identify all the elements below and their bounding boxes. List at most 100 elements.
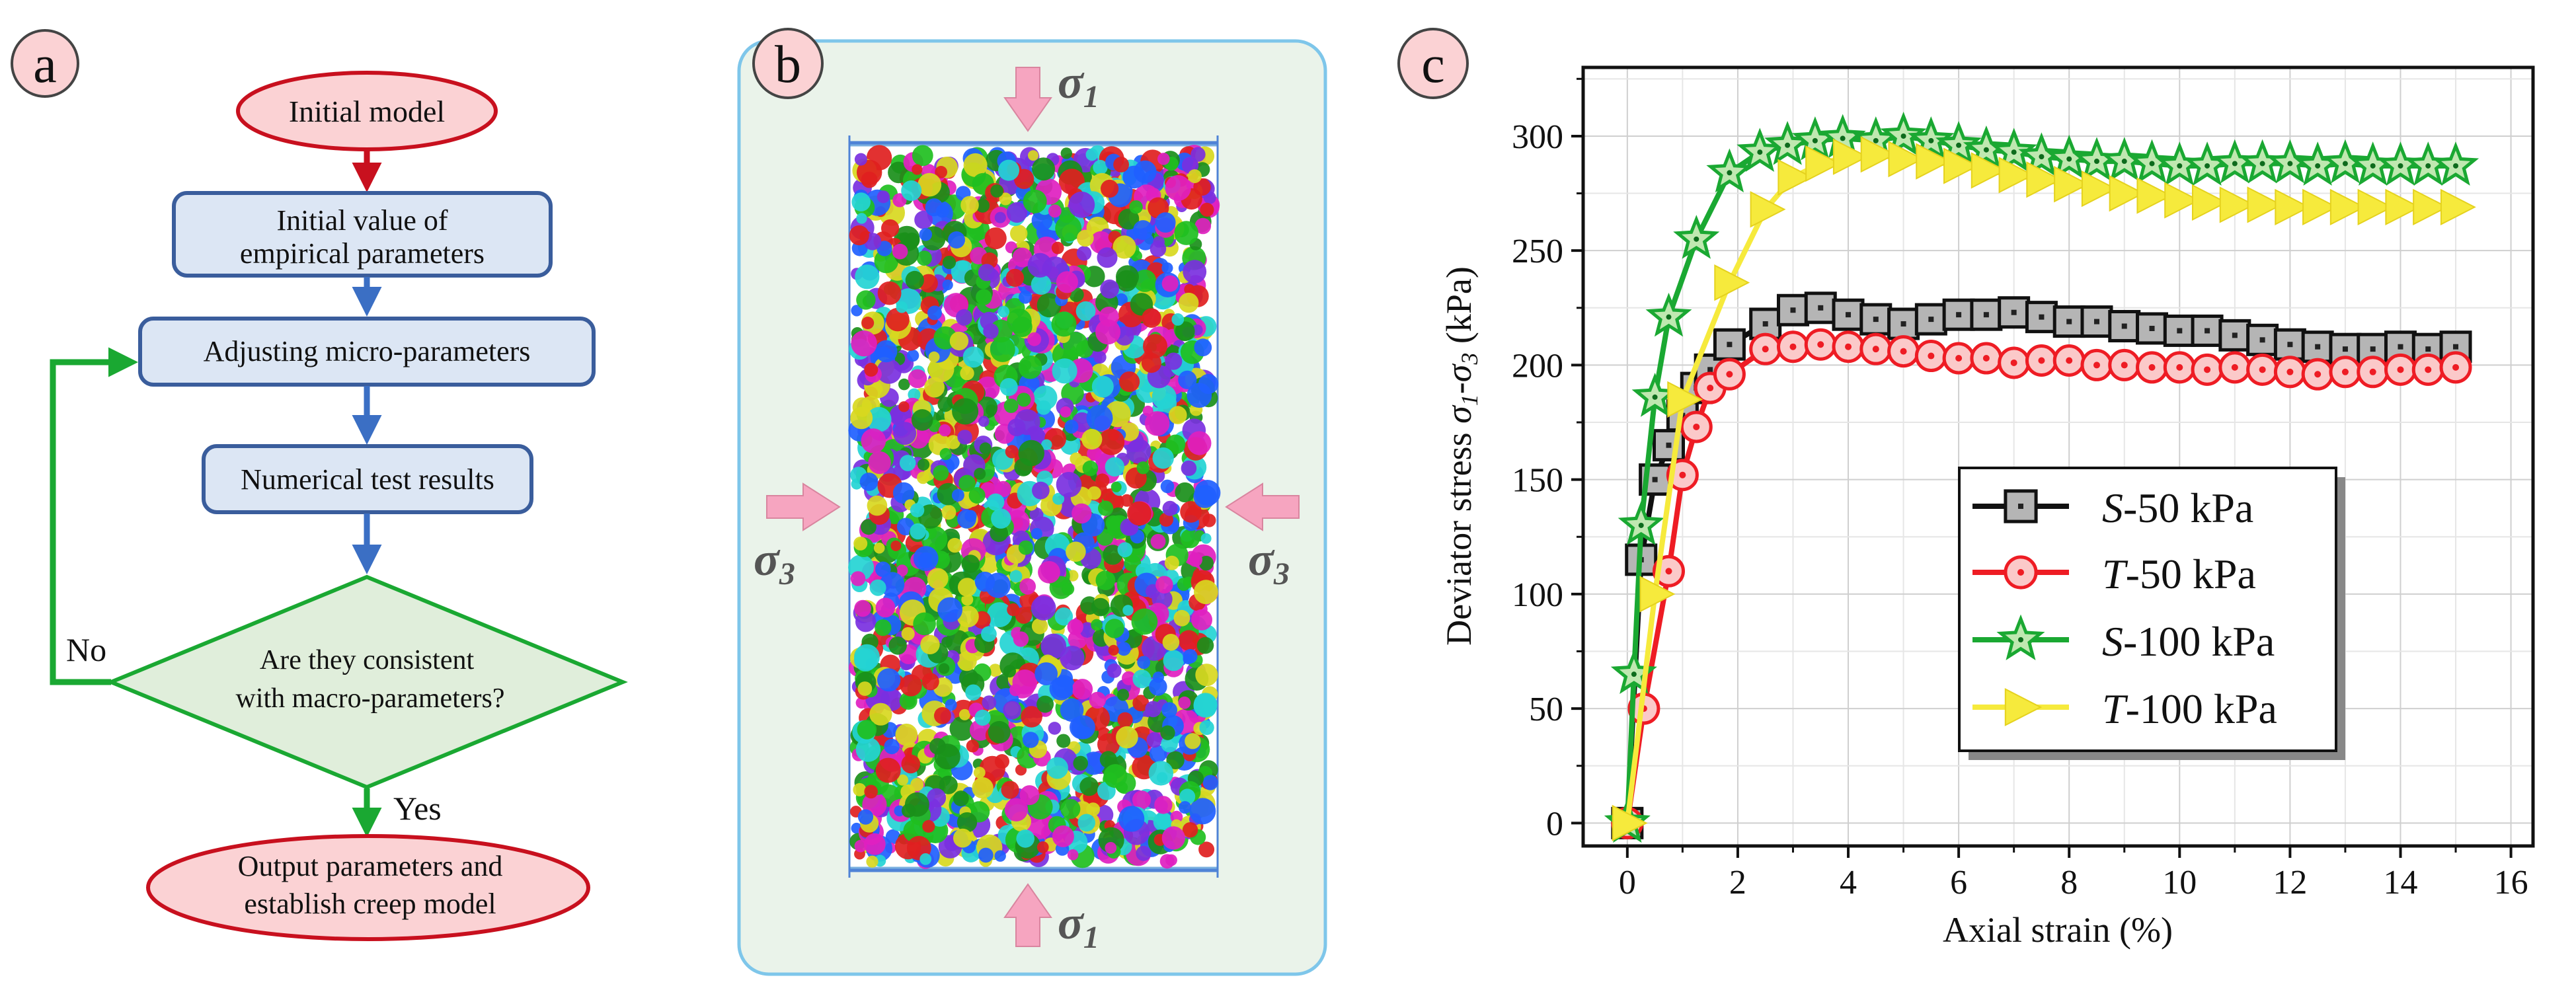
particle	[1117, 712, 1133, 728]
particle	[1194, 217, 1212, 235]
particle	[1169, 406, 1187, 424]
series-2	[1604, 112, 2479, 843]
particle	[908, 388, 921, 401]
marker-square-dot	[2177, 328, 2183, 334]
particle	[928, 351, 940, 363]
particle	[1097, 247, 1118, 268]
particle	[893, 422, 917, 445]
particle	[857, 159, 882, 186]
marker-triangle	[2440, 188, 2476, 225]
particle	[854, 644, 880, 670]
particle	[973, 767, 986, 779]
marker-triangle	[2081, 170, 2117, 208]
particle	[1023, 189, 1047, 213]
particle	[1126, 439, 1151, 464]
particle	[1141, 353, 1161, 373]
particle	[963, 153, 988, 177]
marker-circle-dot	[1845, 343, 1852, 350]
marker-circle-dot	[2397, 366, 2404, 373]
marker-circle-dot	[1900, 348, 1907, 355]
particle	[899, 455, 916, 471]
particle	[1040, 633, 1067, 660]
particle	[1113, 157, 1129, 172]
particle	[1009, 683, 1022, 697]
particle	[1179, 292, 1199, 313]
marker-circle-dot	[2204, 366, 2211, 373]
marker-circle-dot	[2341, 368, 2349, 375]
marker-square-dot	[1983, 312, 1989, 318]
marker-triangle	[1639, 576, 1676, 613]
particle	[1031, 274, 1052, 295]
particle	[988, 664, 1002, 677]
particle	[1116, 726, 1138, 749]
particle	[908, 369, 927, 389]
particle	[1068, 191, 1095, 218]
particle	[1166, 751, 1185, 770]
marker-circle-dot	[2093, 362, 2100, 369]
sigma1-top-arrow	[1003, 67, 1052, 132]
particle	[1077, 229, 1094, 247]
marker-square-dot	[2287, 342, 2293, 348]
marker-triangle	[2136, 177, 2173, 214]
particle	[873, 543, 885, 554]
particle	[849, 225, 869, 246]
marker-circle-dot	[2425, 366, 2432, 373]
particle	[1122, 605, 1134, 616]
marker-star-dot	[2121, 159, 2127, 165]
particle	[1195, 664, 1218, 687]
particle	[1027, 812, 1053, 839]
marker-circle-dot	[2066, 357, 2073, 364]
marker-star-dot	[2066, 156, 2072, 162]
sigma3-left-label: σ3	[754, 533, 795, 592]
particle	[990, 336, 1015, 362]
marker-triangle	[1612, 804, 1648, 841]
particle	[941, 505, 956, 520]
particle	[850, 406, 873, 430]
sigma1-bottom-arrow	[1003, 883, 1052, 947]
particle	[877, 668, 901, 692]
marker-triangle	[2026, 161, 2062, 198]
particle	[1137, 656, 1151, 669]
panel-b-label-badge	[752, 28, 824, 99]
marker-circle-dot	[2452, 363, 2460, 371]
marker-square-dot	[1707, 367, 1713, 373]
marker-square-dot	[2205, 328, 2210, 334]
marker-circle-dot	[2038, 357, 2045, 364]
marker-star-dot	[1694, 236, 1699, 242]
particle	[1156, 813, 1172, 829]
particle	[898, 401, 910, 412]
particle	[913, 546, 939, 571]
x-tick-label: 0	[1619, 864, 1636, 901]
particle	[987, 602, 1013, 628]
y-label-prefix: Deviator stress	[1439, 424, 1479, 646]
particle	[1161, 826, 1185, 850]
marker-square-dot	[2093, 319, 2099, 325]
marker-square-dot	[2039, 314, 2045, 320]
x-tick-label: 4	[1840, 864, 1857, 901]
panel-c-label-badge	[1397, 28, 1469, 99]
particle	[1193, 484, 1217, 508]
particle	[1194, 338, 1212, 357]
particle	[1060, 406, 1072, 418]
particle	[1031, 210, 1053, 231]
marker-circle-dot	[2176, 363, 2183, 371]
marker-star-dot	[2018, 637, 2023, 642]
particle	[999, 192, 1012, 206]
marker-triangle	[1714, 264, 1750, 301]
y-tick-label: 100	[1512, 576, 1563, 614]
marker-circle-dot	[2017, 569, 2024, 576]
marker-star-dot	[2453, 163, 2459, 169]
particle	[910, 523, 926, 540]
particle	[1181, 460, 1197, 477]
panel-a-label-badge	[11, 29, 79, 98]
particle	[1127, 501, 1151, 526]
particle	[857, 681, 873, 696]
marker-star-dot	[2011, 149, 2017, 155]
particle	[1143, 334, 1167, 359]
sigma3-left-symbol: σ	[754, 533, 781, 586]
numerical-results-box	[202, 444, 533, 514]
particle	[968, 487, 986, 504]
particle	[877, 359, 902, 384]
particle	[879, 572, 905, 597]
